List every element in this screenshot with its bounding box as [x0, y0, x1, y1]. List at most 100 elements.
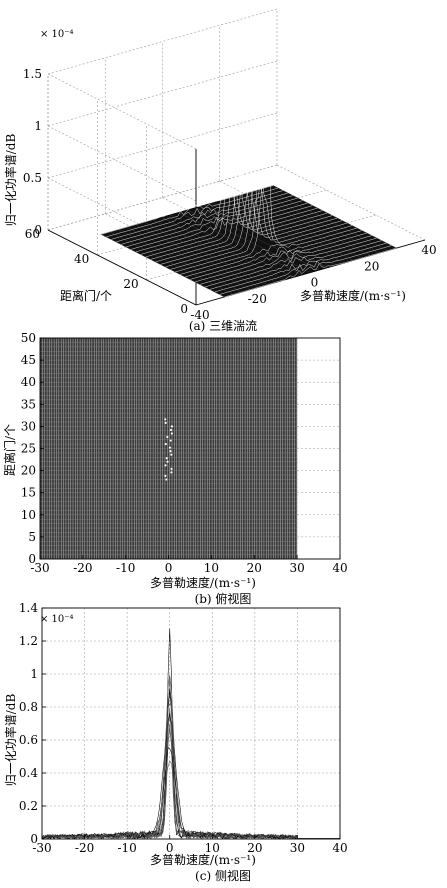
- panel-a-z-tick-label: 1.5: [23, 67, 42, 81]
- panel-a-x-tick-label: -40: [190, 308, 209, 322]
- panel-a-grid-line: [47, 73, 197, 150]
- panel-b-x-tick-label: 30: [290, 561, 305, 575]
- panel-a-surface-mesh: [169, 214, 294, 278]
- panel-a-surface-mesh: [212, 202, 337, 266]
- panel-c-y-tick-label: 0.8: [19, 700, 38, 714]
- panel-b-y-tick-label: 0: [28, 552, 36, 566]
- panel-a-surface-ridge: [214, 242, 387, 293]
- panel-c-x-tick-label: 40: [332, 841, 347, 855]
- panel-c-x-tick-label: -10: [117, 841, 136, 855]
- panel-c-x-tick-label: -30: [32, 841, 51, 855]
- panel-a-x-tick-label: 40: [421, 243, 436, 257]
- panel-c-x-tick-label: 30: [290, 841, 305, 855]
- panel-a-surface-ridge: [224, 247, 397, 298]
- panel-b-peak-spot: [164, 421, 167, 424]
- panel-a-surface-ridge: [209, 240, 382, 290]
- panel-a-grid-line: [47, 125, 197, 202]
- panel-c-side-view: -30 -20 -10 0 10 20 30 40 0 0.2 0.4 0.6 0.8 1 1.2 1.4 ×…: [3, 601, 348, 883]
- panel-a-surface-ridge: [130, 200, 303, 250]
- panel-a-ticks: 0 0.5 1 1.5 0 20 40 60 -40 -20 0 20 40: [23, 67, 437, 322]
- panel-b-peak-spot: [169, 428, 173, 432]
- panel-a-surface-mesh: [187, 209, 311, 273]
- panel-c-frame: [41, 607, 341, 840]
- panel-b-ticks: -30 -20 -10 0 10 20 30 40 0 5 10 15 20 25 30 35 40 45 50: [21, 331, 348, 575]
- panel-b-y-tick-label: 30: [21, 419, 36, 433]
- panel-c-x-tick-label: -20: [75, 841, 94, 855]
- panel-a-surface-ridge: [106, 187, 279, 238]
- panel-a-surface-ridge: [145, 153, 318, 258]
- panel-c-exponent: × 10⁻⁴: [40, 614, 74, 625]
- panel-a-surface-mesh: [247, 192, 371, 256]
- panel-a-surface-mesh: [101, 234, 225, 298]
- panel-a-surface-mesh: [204, 204, 328, 268]
- panel-b-y-tick-label: 10: [21, 508, 36, 522]
- panel-a-surface-ridge: [194, 232, 367, 283]
- panel-a-3d-surface: 0 0.5 1 1.5 0 20 40 60 -40 -20 0 20 40 × 10⁻⁴ 归一化功率谱…: [3, 8, 437, 333]
- panel-c-y-tick-label: 1: [30, 667, 38, 681]
- panel-a-z-tick-label: 0: [34, 223, 42, 237]
- panel-a-x-tick-label: -20: [248, 292, 267, 306]
- panel-a-surface-ridge: [199, 235, 372, 285]
- panel-c-x-tick-label: 10: [205, 841, 220, 855]
- panel-a-z-tick-label: 0.5: [23, 171, 42, 185]
- panel-a-surface-ridge: [150, 154, 323, 260]
- panel-a-surface-mesh: [126, 226, 251, 290]
- panel-a-surface-ridge: [125, 197, 298, 248]
- panel-c-plot: [41, 607, 341, 840]
- panel-b-peak-spot: [164, 418, 167, 421]
- panel-a-surface-mesh: [264, 187, 388, 251]
- panel-a-surface-ridge: [135, 202, 308, 253]
- panel-a-surface-ridge: [219, 245, 392, 295]
- panel-b-peak-spot: [164, 442, 167, 446]
- panel-b-peak-spot: [169, 450, 172, 453]
- panel-b-peak-spot: [165, 457, 168, 460]
- panel-a-xlabel: 多普勒速度/(m·s⁻¹): [300, 288, 406, 303]
- panel-b-peak-spot: [170, 467, 173, 470]
- panel-b-caption: (b) 俯视图: [195, 591, 252, 606]
- panel-c-y-tick-label: 0: [30, 832, 38, 846]
- panel-a-surface-mesh: [109, 231, 234, 295]
- panel-a-axis-line: [47, 229, 197, 306]
- panel-b-peak-spot: [170, 425, 173, 428]
- panel-a-x-tick-label: 0: [311, 276, 319, 290]
- panel-b-y-tick-label: 20: [21, 464, 36, 478]
- panel-c-caption: (c) 侧视图: [195, 868, 251, 883]
- panel-c-x-tick-label: 0: [166, 841, 174, 855]
- panel-b-ylabel: 距离门/个: [2, 424, 17, 476]
- panel-b-y-tick-label: 35: [21, 397, 36, 411]
- panel-a-surface-mesh: [255, 190, 380, 254]
- panel-a-caption: (a) 三维湍流: [189, 319, 257, 333]
- panel-a-surface-ridge: [155, 152, 328, 263]
- panel-b-peak-spot: [170, 453, 173, 456]
- panel-a-surface-ridge: [204, 237, 377, 288]
- panel-a-surface-ridge: [160, 125, 333, 265]
- panel-b-peak-spot: [164, 464, 167, 467]
- panel-a-surface-mesh: [178, 212, 302, 276]
- panel-a-surface-mesh: [135, 224, 260, 288]
- panel-b-y-tick-label: 5: [28, 530, 36, 544]
- panel-a-surface-mesh: [144, 222, 268, 285]
- panel-b-x-tick-label: 10: [204, 561, 219, 575]
- panel-c-xlabel: 多普勒速度/(m·s⁻¹): [150, 852, 256, 867]
- panel-a-surface-mesh: [221, 200, 345, 263]
- panel-a-surface-ridge: [180, 160, 353, 275]
- panel-b-peak-spot: [165, 478, 168, 481]
- panel-c-ticks: -30 -20 -10 0 10 20 30 40 0 0.2 0.4 0.6 0.8 1 1.2 1.4: [19, 601, 348, 855]
- panel-a-surface-mesh: [161, 217, 285, 280]
- panel-a-zlabel: 归一化功率谱/dB: [3, 134, 18, 227]
- panel-a-surface-ridge: [111, 190, 283, 240]
- panel-a-surface-ridge: [165, 159, 338, 268]
- panel-b-y-tick-label: 15: [21, 486, 36, 500]
- panel-b-plot: [39, 337, 341, 560]
- panel-c-y-tick-label: 1.4: [19, 601, 38, 615]
- panel-b-x-tick-label: -20: [73, 561, 92, 575]
- panel-a-surface-ridge: [120, 195, 293, 245]
- panel-b-x-tick-label: 0: [165, 561, 173, 575]
- panel-b-y-tick-label: 40: [21, 375, 36, 389]
- panel-c-ylabel: 归一化功率谱/dB: [3, 694, 18, 787]
- panel-a-surface: [100, 125, 398, 298]
- panel-a-surface-ridge: [101, 185, 274, 235]
- panel-b-x-tick-label: 40: [332, 561, 347, 575]
- panel-a-surface-mesh: [238, 195, 363, 259]
